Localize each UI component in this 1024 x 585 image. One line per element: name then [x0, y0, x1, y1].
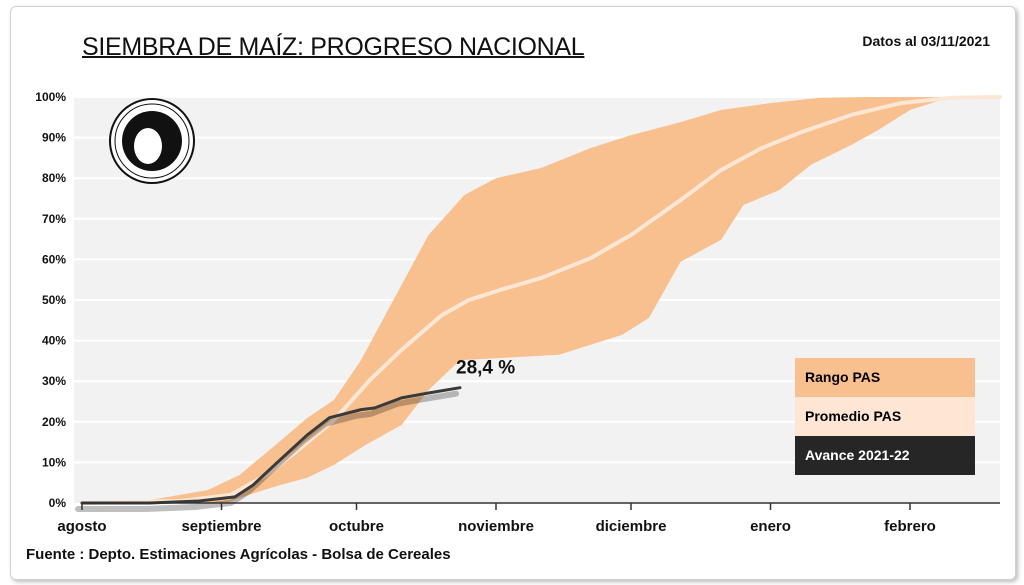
legend: Rango PAS Promedio PAS Avance 2021-22 [795, 358, 975, 475]
actual-line [80, 386, 462, 505]
data-date-label: Datos al 03/11/2021 [862, 33, 990, 49]
chart-frame [10, 6, 1016, 580]
x-tick-label: febrero [884, 518, 936, 535]
chart-title: SIEMBRA DE MAÍZ: PROGRESO NACIONAL [82, 33, 585, 61]
y-tick-label: 60% [42, 252, 66, 266]
y-tick-label: 20% [42, 415, 66, 429]
x-tick-label: noviembre [458, 518, 534, 535]
actual-line-shadow [75, 390, 459, 512]
x-tick-label: septiembre [181, 518, 261, 535]
y-tick-label: 0% [49, 496, 67, 510]
y-tick-label: 80% [42, 171, 66, 185]
y-tick-label: 10% [42, 455, 66, 469]
current-value-label: 28,4 % [456, 358, 515, 379]
y-tick-label: 70% [42, 212, 66, 226]
source-note: Fuente : Depto. Estimaciones Agrícolas -… [26, 546, 451, 563]
y-tick-label: 100% [35, 90, 66, 104]
logo-shape [134, 128, 162, 164]
x-tick-label: agosto [57, 518, 106, 535]
average-line [80, 95, 1002, 505]
legend-item-rango: Rango PAS [795, 358, 975, 397]
legend-item-promedio: Promedio PAS [795, 397, 975, 436]
range-band [82, 97, 1000, 503]
logo-shape [114, 103, 190, 179]
x-tick-label: octubre [329, 518, 384, 535]
x-tick-label: enero [750, 518, 791, 535]
logo-seal [109, 98, 195, 184]
legend-item-avance: Avance 2021-22 [795, 436, 975, 475]
y-tick-label: 50% [42, 293, 66, 307]
y-tick-label: 40% [42, 334, 66, 348]
y-tick-label: 90% [42, 131, 66, 145]
x-tick-label: diciembre [596, 518, 667, 535]
y-tick-label: 30% [42, 374, 66, 388]
